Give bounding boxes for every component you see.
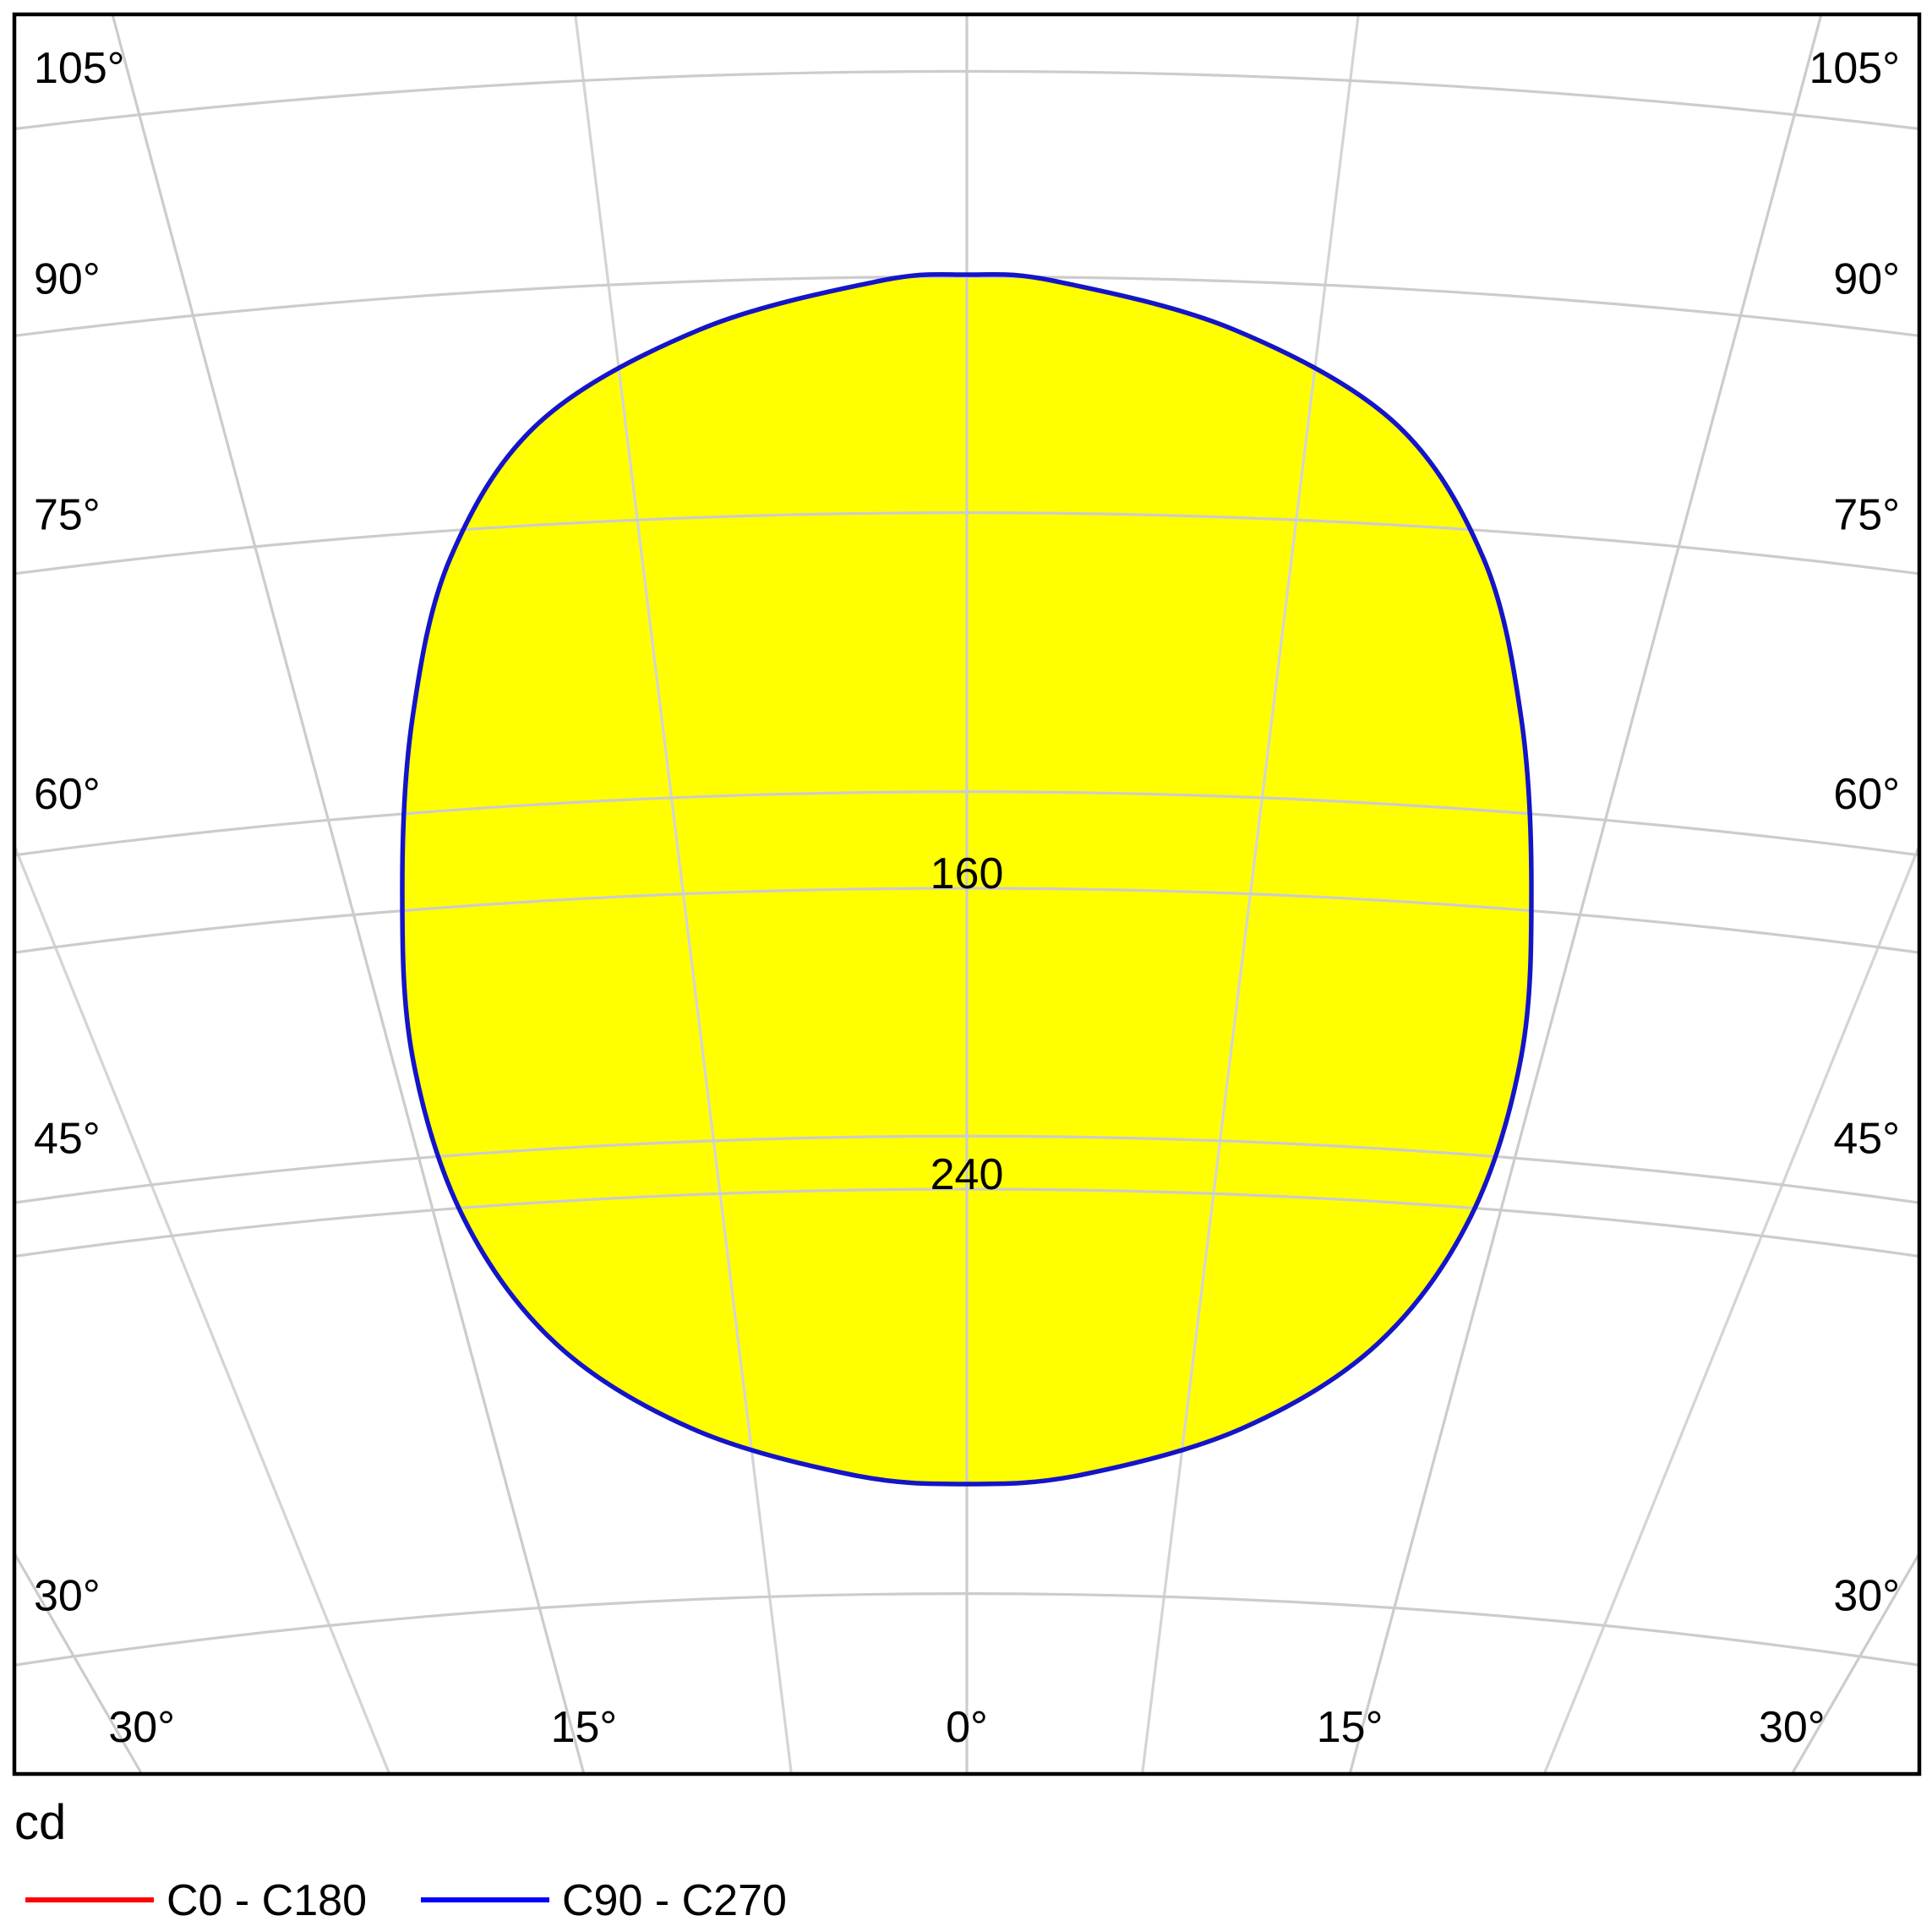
svg-text:105°: 105° [34,44,125,93]
svg-text:30°: 30° [34,1572,101,1621]
svg-text:45°: 45° [34,1114,101,1163]
svg-text:C0 - C180: C0 - C180 [166,1876,367,1925]
svg-text:60°: 60° [34,770,101,819]
svg-text:cd: cd [14,1795,66,1850]
svg-text:160: 160 [931,849,1004,898]
svg-text:75°: 75° [1833,491,1900,540]
svg-text:30°: 30° [1759,1703,1826,1752]
svg-text:C90 - C270: C90 - C270 [562,1876,787,1925]
svg-text:90°: 90° [34,254,101,303]
svg-text:15°: 15° [1317,1703,1384,1752]
svg-text:90°: 90° [1833,254,1900,303]
svg-text:15°: 15° [551,1703,618,1752]
svg-text:60°: 60° [1833,770,1900,819]
svg-text:45°: 45° [1833,1114,1900,1163]
svg-text:30°: 30° [108,1703,175,1752]
svg-text:105°: 105° [1809,44,1900,93]
svg-text:30°: 30° [1833,1572,1900,1621]
svg-text:240: 240 [931,1150,1004,1199]
svg-text:0°: 0° [946,1703,988,1752]
svg-text:75°: 75° [34,491,101,540]
